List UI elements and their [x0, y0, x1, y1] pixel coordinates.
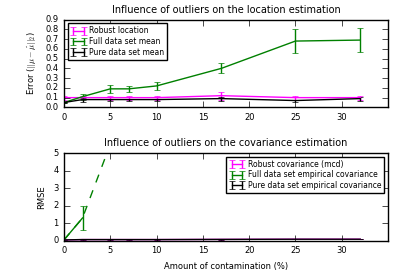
Y-axis label: RMSE: RMSE [37, 185, 46, 209]
X-axis label: Amount of contamination (%): Amount of contamination (%) [164, 262, 288, 271]
Y-axis label: Error ($||\mu - \hat{\mu}||_2$): Error ($||\mu - \hat{\mu}||_2$) [25, 32, 38, 95]
Legend: Robust location, Full data set mean, Pure data set mean: Robust location, Full data set mean, Pur… [68, 24, 167, 60]
Title: Influence of outliers on the location estimation: Influence of outliers on the location es… [112, 5, 340, 15]
Legend: Robust covariance (mcd), Full data set empirical covariance, Pure data set empir: Robust covariance (mcd), Full data set e… [226, 157, 384, 193]
Title: Influence of outliers on the covariance estimation: Influence of outliers on the covariance … [104, 138, 348, 148]
